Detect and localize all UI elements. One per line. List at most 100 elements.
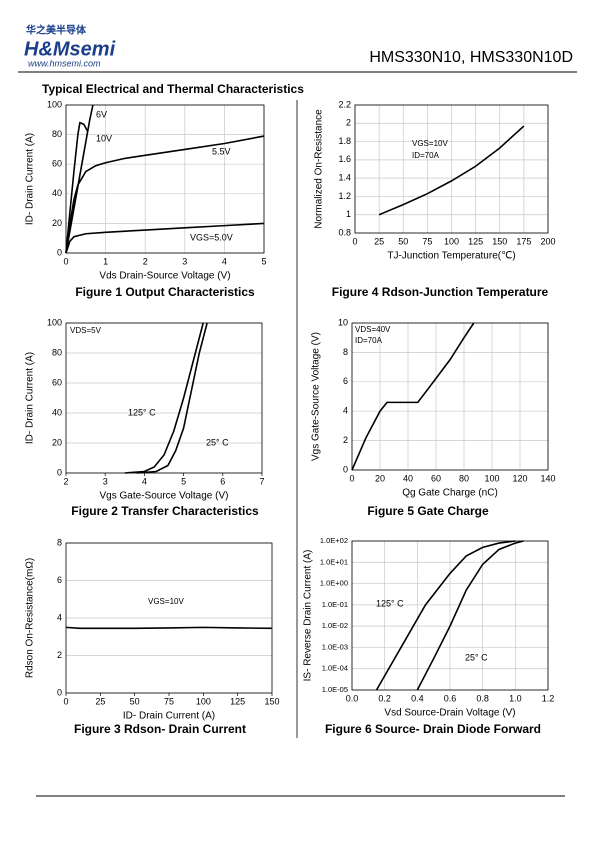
x-tick-label: 1.2 <box>542 693 555 703</box>
curve-label: 25° C <box>465 652 488 662</box>
x-tick-label: 2 <box>63 476 68 486</box>
x-tick-label: 3 <box>103 476 108 486</box>
annotation: ID=70A <box>355 336 383 345</box>
x-tick-label: 140 <box>540 473 555 483</box>
x-tick-label: 0 <box>63 256 68 266</box>
y-tick-label: 4 <box>343 406 348 416</box>
annotation: VGS=10V <box>148 597 184 606</box>
y-tick-label: 100 <box>47 317 62 327</box>
y-tick-label: 6 <box>343 376 348 386</box>
curve <box>65 121 89 254</box>
x-tick-label: 5 <box>261 256 266 266</box>
y-tick-label: 1 <box>346 209 351 219</box>
section-title: Typical Electrical and Thermal Character… <box>42 82 304 96</box>
plot-frame <box>65 104 265 254</box>
figure-caption: Figure 3 Rdson- Drain Current <box>74 722 246 736</box>
y-tick-label: 1.0E+01 <box>320 557 348 566</box>
y-tick-label: 1.0E+00 <box>320 579 348 588</box>
y-tick-label: 1.0E-04 <box>322 664 348 673</box>
x-tick-label: 120 <box>512 473 527 483</box>
y-tick-label: 60 <box>52 377 62 387</box>
curve <box>65 104 94 254</box>
y-tick-label: 2 <box>343 435 348 445</box>
y-axis-label: Normalized On-Resistance <box>314 109 325 229</box>
y-tick-label: 1.2 <box>338 191 351 201</box>
curve-label: 125° C <box>376 598 404 608</box>
x-tick-label: 125 <box>468 236 483 246</box>
annotation: VGS=10V <box>412 139 448 148</box>
y-tick-label: 0 <box>57 687 62 697</box>
y-tick-label: 8 <box>343 347 348 357</box>
annotation: ID=70A <box>412 151 440 160</box>
figure-caption: Figure 1 Output Characteristics <box>75 285 255 299</box>
y-tick-label: 80 <box>52 129 62 139</box>
y-tick-label: 0.8 <box>338 227 351 237</box>
curve-label: VGS=5.0V <box>190 232 233 242</box>
plot-frame <box>351 540 549 691</box>
y-tick-label: 100 <box>47 99 62 109</box>
x-tick-label: 0.0 <box>346 693 359 703</box>
x-tick-label: 0.2 <box>378 693 391 703</box>
logo: H&Msemi <box>24 38 116 60</box>
y-tick-label: 1.0E-03 <box>322 642 348 651</box>
y-tick-label: 0 <box>57 467 62 477</box>
curve-label: 6V <box>96 109 107 119</box>
y-tick-label: 2 <box>57 650 62 660</box>
y-tick-label: 80 <box>52 347 62 357</box>
plot-frame <box>65 542 273 694</box>
x-axis-label: Vds Drain-Source Voltage (V) <box>99 271 230 282</box>
x-tick-label: 150 <box>264 696 279 706</box>
x-tick-label: 100 <box>196 696 211 706</box>
y-tick-label: 1.4 <box>338 173 351 183</box>
y-tick-label: 40 <box>52 407 62 417</box>
website: www.hmsemi.com <box>28 58 101 68</box>
y-axis-label: ID- Drain Current (A) <box>25 352 36 444</box>
x-tick-label: 100 <box>444 236 459 246</box>
x-tick-label: 25 <box>374 236 384 246</box>
curve <box>351 322 475 471</box>
y-tick-label: 1.8 <box>338 136 351 146</box>
y-tick-label: 2.2 <box>338 99 351 109</box>
annotation: VDS=5V <box>70 326 102 335</box>
curve-label: 5.5V <box>212 146 231 156</box>
x-axis-label: Vsd Source-Drain Voltage (V) <box>384 708 515 719</box>
curve-label: 125° C <box>128 407 156 417</box>
x-tick-label: 25 <box>95 696 105 706</box>
x-tick-label: 175 <box>516 236 531 246</box>
x-tick-label: 4 <box>222 256 227 266</box>
curve <box>378 125 525 216</box>
x-tick-label: 0 <box>63 696 68 706</box>
x-tick-label: 100 <box>484 473 499 483</box>
curve <box>65 626 273 630</box>
x-tick-label: 0 <box>352 236 357 246</box>
x-tick-label: 75 <box>164 696 174 706</box>
x-axis-label: Qg Gate Charge (nC) <box>402 488 498 499</box>
y-axis-label: Vgs Gate-Source Voltage (V) <box>311 332 322 461</box>
x-tick-label: 1 <box>103 256 108 266</box>
x-tick-label: 7 <box>259 476 264 486</box>
logo-cn: 华之美半导体 <box>26 24 87 37</box>
y-tick-label: 1.0E+02 <box>320 536 348 545</box>
figure-caption: Figure 6 Source- Drain Diode Forward <box>325 722 541 736</box>
curve <box>65 222 265 254</box>
x-tick-label: 40 <box>403 473 413 483</box>
part-number: HMS330N10, HMS330N10D <box>369 49 573 66</box>
plot-frame <box>65 322 263 474</box>
y-tick-label: 40 <box>52 188 62 198</box>
y-tick-label: 60 <box>52 159 62 169</box>
x-tick-label: 5 <box>181 476 186 486</box>
x-tick-label: 50 <box>398 236 408 246</box>
x-tick-label: 0.8 <box>476 693 489 703</box>
curve <box>65 135 265 254</box>
y-axis-label: IS- Reverse Drain Current (A) <box>303 550 314 682</box>
y-tick-label: 20 <box>52 437 62 447</box>
x-axis-label: TJ-Junction Temperature(℃) <box>387 251 515 262</box>
y-tick-label: 4 <box>57 612 62 622</box>
x-tick-label: 0.6 <box>444 693 457 703</box>
x-tick-label: 75 <box>422 236 432 246</box>
annotation: VDS=40V <box>355 325 391 334</box>
y-tick-label: 1.6 <box>338 154 351 164</box>
x-axis-label: ID- Drain Current (A) <box>123 711 215 722</box>
curve <box>136 322 208 474</box>
curve <box>375 540 516 691</box>
